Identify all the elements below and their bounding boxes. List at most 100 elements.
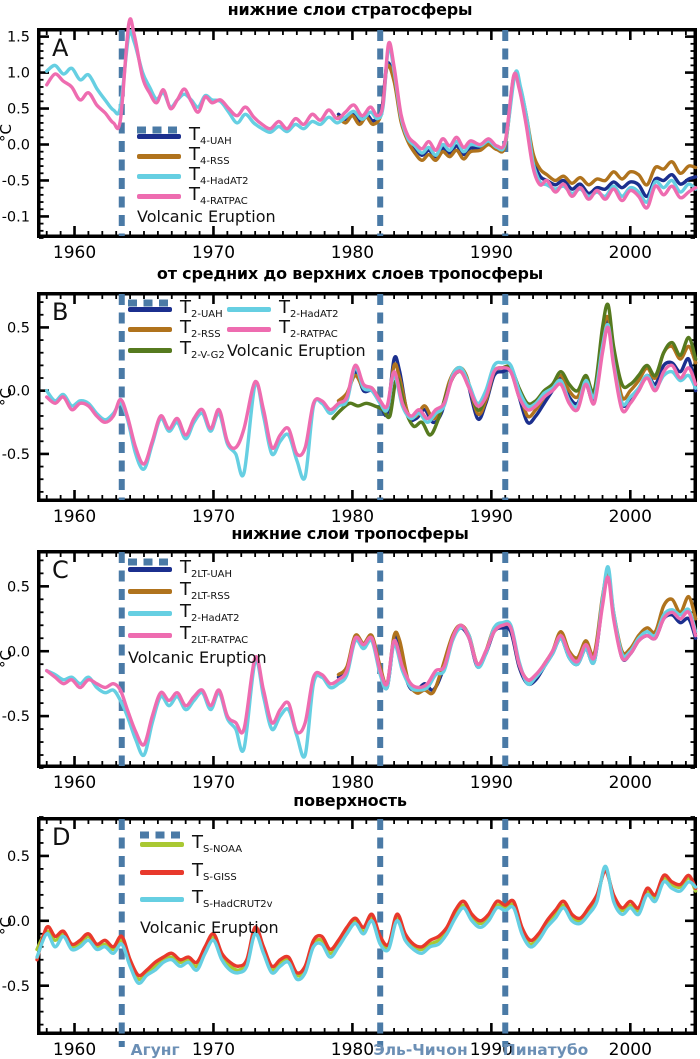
legend-entry: TS-HadCRUT2v [140, 886, 279, 914]
svg-text:0.0: 0.0 [7, 914, 30, 930]
legend-line-swatch [137, 173, 181, 179]
legend-series-label: T2-HadAT2 [279, 296, 339, 320]
series-T2LT-RATPAC [45, 575, 698, 747]
legend-line-swatch [140, 869, 184, 875]
legend-series-label: T2LT-UAH [180, 556, 233, 580]
svg-text:0.0: 0.0 [7, 384, 30, 400]
legend-entry: T2-HadAT2 [128, 602, 267, 624]
svg-text:-0.5: -0.5 [2, 447, 30, 463]
series-lines [45, 17, 698, 210]
svg-text:0.0: 0.0 [7, 138, 30, 154]
legend-entry: T4-RATPAC [137, 183, 276, 207]
legend-entry: T4-HadAT2 [137, 163, 276, 187]
svg-text:1990: 1990 [470, 507, 513, 527]
svg-text:1990: 1990 [470, 243, 513, 263]
axis-tick-labels: 1960 1970 1980 1990 2000 0.5 0.0 -0.5 [2, 849, 652, 1059]
svg-text:0.5: 0.5 [7, 849, 30, 865]
legend-entry: TS-GISS [140, 859, 279, 887]
legend-series-label: T2-HadAT2 [180, 600, 240, 624]
legend-column: TS-NOAA TS-GISS TS-HadCRUT2v Volcanic Erupt… [140, 831, 279, 941]
svg-text:1.5: 1.5 [7, 30, 30, 46]
y-axis-unit-label: °C [0, 650, 15, 668]
svg-text:-0.5: -0.5 [2, 979, 30, 995]
series-lines [35, 864, 698, 985]
legend-line-swatch [137, 193, 181, 199]
panel-d-svg: 1960 1970 1980 1990 2000 0.5 0.0 -0.5 °C Агунг Эль… [0, 816, 698, 1059]
series-T4-RATPAC [45, 17, 698, 210]
legend-volcanic-eruption-label: Volcanic Eruption [128, 647, 267, 667]
svg-text:1970: 1970 [192, 507, 235, 527]
panel-c-letter: C [52, 556, 69, 584]
legend-series-label: T2-RSS [180, 317, 221, 341]
series-T2-RATPAC [45, 325, 698, 466]
panel-a-svg: 1960 1970 1980 1990 2000 1.5 1.0 0.5 0.0 -0.5 -0.1… [0, 17, 698, 263]
svg-text:1960: 1960 [53, 507, 96, 527]
panel-d-title: поверхность [293, 791, 407, 810]
panel-c-lower-troposphere: нижние слои тропосферы 1960 1970 1980 1990 2… [0, 524, 700, 793]
legend-entry: Volcanic Eruption [128, 299, 366, 361]
legend-volcanic-eruption-label: Volcanic Eruption [140, 917, 279, 937]
legend-column: T2LT-UAH T2LT-RSS T2-HadAT2 T2LT-RATPAC Volc… [128, 558, 267, 668]
legend-series-label: T2-V-G2 [180, 337, 225, 361]
svg-text:1960: 1960 [53, 773, 96, 793]
legend-series-label: T4-HadAT2 [189, 163, 249, 187]
svg-text:2000: 2000 [609, 1040, 652, 1059]
legend-series-label: TS-HadCRUT2v [192, 887, 273, 911]
legend-dash-swatch [128, 299, 174, 307]
svg-text:Агунг: Агунг [131, 1041, 180, 1059]
plot-border [37, 292, 697, 502]
volcanic-eruption-lines [118, 294, 509, 500]
svg-text:1960: 1960 [53, 243, 96, 263]
panel-d-plot-area: 1960 1970 1980 1990 2000 0.5 0.0 -0.5 °C Агунг Эль… [0, 816, 698, 1059]
plot-border [37, 550, 697, 768]
panel-b-mid-upper-troposphere: от средних до верхних слоев тропосферы 1… [0, 264, 700, 527]
svg-text:1.0: 1.0 [7, 66, 30, 82]
legend-entry: Volcanic Eruption [140, 831, 279, 942]
legend-series-label: T4-RATPAC [189, 183, 248, 207]
panel-a-plot-area: 1960 1970 1980 1990 2000 1.5 1.0 0.5 0.0 -0.5 -0.1… [0, 17, 698, 263]
svg-text:1970: 1970 [192, 773, 235, 793]
legend-volcanic-eruption-label: Volcanic Eruption [137, 206, 276, 226]
svg-text:1960: 1960 [53, 1040, 96, 1059]
legend-dash-swatch [128, 558, 174, 566]
panel-c-legend: T2LT-UAH T2LT-RSS T2-HadAT2 T2LT-RATPAC Volc… [128, 558, 267, 668]
legend-entry: T2-RATPAC [227, 317, 366, 341]
legend-series-label: T2-UAH [180, 296, 223, 320]
legend-volcanic-eruption-label: Volcanic Eruption [227, 340, 366, 360]
series-lines [45, 302, 698, 481]
legend-entry: T2LT-UAH [128, 558, 267, 580]
svg-text:1970: 1970 [192, 243, 235, 263]
legend-line-swatch [128, 306, 172, 312]
svg-text:1980: 1980 [331, 773, 374, 793]
svg-text:2000: 2000 [609, 773, 652, 793]
legend-entry: Volcanic Eruption [137, 126, 276, 226]
panel-a-legend: T4-UAH T4-RSS T4-HadAT2 T4-RATPAC Volcanic E… [137, 125, 276, 226]
legend-entry: TS-NOAA [140, 831, 279, 859]
axis-tick-labels: 1960 1970 1980 1990 2000 0.5 0.0 -0.5 [2, 320, 652, 527]
legend-line-swatch [140, 842, 184, 848]
legend-entry: T2LT-RATPAC [128, 624, 267, 646]
legend-line-swatch [128, 610, 172, 616]
svg-text:0.0: 0.0 [7, 644, 30, 660]
legend-line-swatch [227, 327, 271, 333]
axis-tick-labels: 1960 1970 1980 1990 2000 0.5 0.0 -0.5 [2, 579, 652, 793]
legend-series-label: TS-GISS [192, 859, 237, 883]
y-axis-unit-label: °C [0, 124, 15, 142]
legend-column: T4-UAH T4-RSS T4-HadAT2 T4-RATPAC Volcanic E… [137, 125, 276, 226]
legend-series-label: T2-RATPAC [279, 317, 338, 341]
legend-series-label: T4-RSS [189, 143, 230, 167]
plot-border [37, 817, 697, 1035]
panel-b-title: от средних до верхних слоев тропосферы [156, 264, 544, 283]
svg-text:2000: 2000 [609, 243, 652, 263]
panel-b-letter: B [52, 298, 69, 326]
legend-dash-swatch [137, 126, 183, 134]
panel-a-lower-stratosphere: нижние слои стратосферы 1960 1970 1980 1990… [0, 0, 700, 264]
legend-line-swatch [137, 133, 181, 139]
svg-text:-0.1: -0.1 [2, 209, 30, 225]
svg-text:1970: 1970 [192, 1040, 235, 1059]
svg-text:0.5: 0.5 [7, 102, 30, 118]
y-axis-unit-label: °C [0, 388, 15, 406]
axis-ticks [39, 816, 695, 1033]
panel-c-svg: 1960 1970 1980 1990 2000 0.5 0.0 -0.5 °C [0, 550, 698, 793]
